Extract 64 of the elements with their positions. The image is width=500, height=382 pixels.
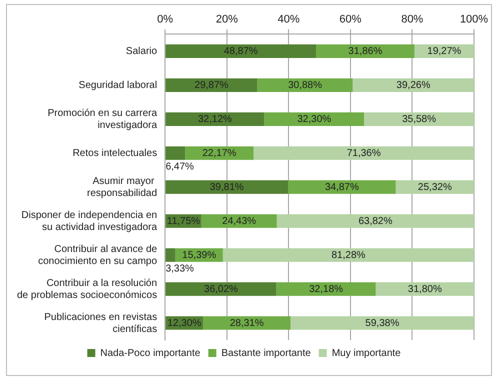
data-label: 11,75% <box>166 216 200 227</box>
x-tick-label: 40% <box>278 14 300 26</box>
x-tick-label: 0% <box>157 14 174 26</box>
x-tick-label: 100% <box>460 14 488 26</box>
bar <box>254 146 474 160</box>
data-label: 25,32% <box>418 182 452 193</box>
legend-label: Nada-Poco importante <box>100 348 201 359</box>
y-tick-label: Publicaciones en revistas científicas <box>44 312 158 335</box>
data-label: 15,39% <box>182 250 216 261</box>
data-label: 81,28% <box>331 250 366 261</box>
bar <box>290 316 474 330</box>
y-tick-label: Seguridad laboral <box>78 80 158 91</box>
bar <box>166 146 186 160</box>
y-tick-label: Disponer de independencia en su actividad investigadora <box>21 210 158 233</box>
data-label: 31,80% <box>408 284 442 295</box>
y-tick-label: Asumir mayor responsabilidad <box>87 176 158 199</box>
bar <box>316 44 414 58</box>
legend-label: Bastante importante <box>221 348 312 359</box>
legend-label: Muy importante <box>332 348 402 359</box>
x-tick-label: 60% <box>339 14 362 26</box>
y-tick-label: Contribuir al avance de conocimiento en su campo <box>38 244 158 267</box>
data-label: 39,81% <box>210 182 244 193</box>
y-tick-label: Promoción en su carrera investigadora <box>48 108 158 131</box>
data-label: 32,30% <box>297 114 332 125</box>
bar <box>166 112 264 126</box>
x-tick-label: 20% <box>216 14 238 26</box>
bar <box>288 180 396 194</box>
data-label: 19,27% <box>427 46 462 57</box>
bar <box>166 78 258 92</box>
data-label: 29,87% <box>194 80 229 91</box>
data-label: 35,58% <box>402 114 436 125</box>
data-label: 28,31% <box>230 318 264 329</box>
x-tick-label: 80% <box>401 14 424 26</box>
y-tick-label: Retos intelectuales <box>72 148 158 159</box>
data-label: 48,87% <box>224 46 258 57</box>
y-tick-label: Salario <box>126 46 158 57</box>
y-tick-label: Contribuir a la resolución de problemas socioeconómicos <box>16 278 158 301</box>
bar <box>166 282 276 296</box>
bar <box>376 282 474 296</box>
data-label: 24,43% <box>222 216 256 227</box>
data-label: 71,36% <box>346 148 381 159</box>
data-label: 12,30% <box>167 318 202 329</box>
bar <box>276 214 474 228</box>
data-label: 22,17% <box>202 148 236 159</box>
bar <box>364 112 474 126</box>
data-label: 31,86% <box>348 46 382 57</box>
bar <box>222 248 474 262</box>
bar <box>276 282 376 296</box>
bar <box>203 316 291 330</box>
data-label: 36,02% <box>204 284 238 295</box>
data-label: 39,26% <box>396 80 430 91</box>
bar <box>166 44 316 58</box>
data-label: 34,87% <box>324 182 359 193</box>
data-label: 30,88% <box>288 80 322 91</box>
data-label: 3,33% <box>166 264 194 275</box>
data-label: 32,12% <box>198 114 232 125</box>
bar <box>166 248 176 262</box>
data-label: 6,47% <box>166 162 194 173</box>
data-label: 32,18% <box>309 284 344 295</box>
data-label: 63,82% <box>358 216 392 227</box>
bar <box>264 112 364 126</box>
bar <box>352 78 474 92</box>
data-label: 59,38% <box>365 318 400 329</box>
bar <box>166 180 288 194</box>
